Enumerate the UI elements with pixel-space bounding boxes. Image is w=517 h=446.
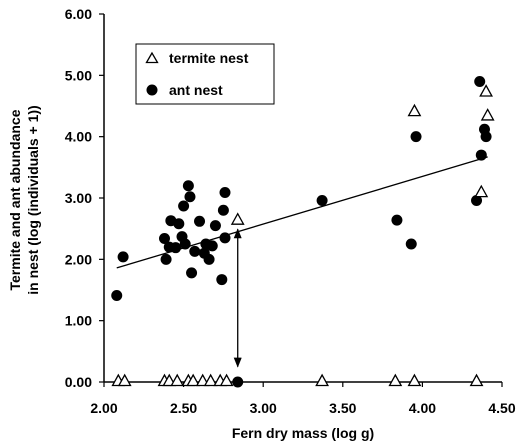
y-axis-title-line2: in nest (log (individuals + 1)) [25, 105, 41, 294]
ant-nest-point [232, 376, 244, 388]
y-tick-label: 0.00 [65, 374, 92, 390]
termite-nest-point [407, 373, 422, 387]
termite-nest-point [480, 108, 495, 121]
ant-nest-point [189, 245, 201, 257]
data-points [111, 75, 495, 388]
ant-nest-point [178, 200, 190, 212]
x-tick-label: 3.50 [329, 400, 356, 416]
ant-nest-point [203, 253, 215, 265]
termite-nest-point [117, 373, 132, 387]
x-tick-label: 4.00 [409, 400, 436, 416]
legend-box [135, 43, 275, 105]
termite-nest-point [479, 84, 493, 97]
y-tick-label: 5.00 [65, 67, 92, 83]
y-tick-label: 2.00 [65, 251, 92, 267]
termite-nest-point [469, 373, 484, 387]
termite-nest-point [219, 373, 234, 387]
ant-nest-point [170, 242, 182, 254]
ant-nest-point [182, 180, 194, 192]
legend: termite nest ant nest [135, 43, 275, 105]
ant-nest-point [184, 191, 196, 203]
y-axis-title: Termite and ant abundance in nest (log (… [7, 105, 41, 294]
ant-nest-point [206, 240, 218, 252]
ant-nest-point [474, 75, 486, 87]
x-tick-label: 2.50 [170, 400, 197, 416]
ticks [99, 13, 503, 387]
ant-nest-point [316, 194, 328, 206]
legend-label-ant: ant nest [169, 82, 223, 98]
x-tick-label: 3.00 [250, 400, 277, 416]
y-tick-label: 4.00 [65, 129, 92, 145]
tick-labels: 2.00 2.50 3.00 3.50 4.00 4.50 0.00 1.00 2.00 3.00… [65, 6, 516, 416]
termite-nest-point [186, 373, 201, 387]
x-tick-label: 4.50 [488, 400, 515, 416]
y-tick-label: 1.00 [65, 313, 92, 329]
ant-nest-point [475, 149, 487, 161]
termite-nest-point [230, 212, 245, 225]
y-tick-label: 3.00 [65, 190, 92, 206]
ant-nest-point [111, 290, 123, 302]
legend-circle-icon [146, 84, 158, 96]
termite-nest-point [170, 373, 185, 387]
ant-nest-point [219, 186, 231, 198]
legend-triangle-icon [145, 51, 159, 64]
y-axis-title-line1: Termite and ant abundance [7, 109, 23, 290]
ant-nest-point [480, 131, 492, 143]
termite-nest-point [315, 373, 330, 387]
ant-nest-point [219, 232, 231, 244]
ant-nest-point [186, 267, 198, 279]
x-axis-title: Fern dry mass (log g) [232, 425, 374, 441]
ant-nest-point [216, 274, 228, 286]
termite-nest-point [407, 103, 422, 117]
y-tick-label: 6.00 [65, 6, 92, 22]
x-tick-label: 2.00 [90, 400, 117, 416]
termite-nest-point [388, 373, 403, 387]
ant-nest-point [194, 215, 206, 227]
ant-nest-point [217, 204, 229, 216]
ant-nest-point [179, 238, 191, 250]
ant-nest-point [117, 251, 129, 263]
ant-nest-point [160, 253, 172, 265]
ant-nest-point [158, 232, 170, 244]
ant-nest-point [410, 131, 422, 143]
ant-nest-point [391, 214, 403, 226]
ant-nest-point [173, 218, 185, 230]
legend-label-termite: termite nest [169, 50, 249, 66]
termite-nest-point [203, 373, 218, 387]
ant-nest-point [209, 220, 221, 232]
ant-nest-point [405, 238, 417, 250]
termite-nest-point [474, 184, 489, 198]
ant-nest-point [471, 194, 483, 206]
